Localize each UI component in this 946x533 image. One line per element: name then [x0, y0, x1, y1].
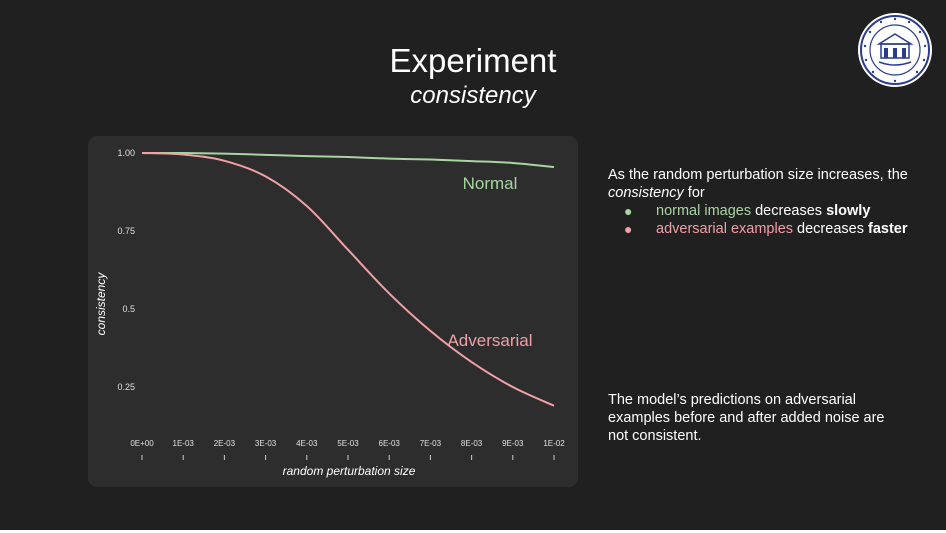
bullet-normal-bold: slowly	[826, 203, 871, 219]
bullet-adversarial-bold: faster	[867, 221, 908, 237]
notes-intro-em: consistency	[608, 185, 684, 201]
bullet-adversarial-rest: decreases	[793, 221, 868, 237]
x-tick-label: 3E-03	[255, 439, 277, 448]
x-tick-label: 9E-03	[502, 439, 524, 448]
slide-title: Experiment	[389, 42, 557, 79]
y-tick-label: 0.25	[117, 382, 135, 392]
series-line-normal	[141, 151, 555, 169]
x-tick-label: 7E-03	[420, 439, 442, 448]
bullet-normal-rest: decreases	[751, 203, 827, 219]
bullet-normal-colored: normal images	[656, 203, 752, 219]
slide-subtitle: consistency	[410, 82, 536, 109]
notes-intro-end: for	[683, 185, 705, 201]
bullet-adversarial-colored: adversarial examples	[656, 221, 794, 237]
x-tick-label: 4E-03	[296, 439, 318, 448]
conclusion-text: The model’s predictions on adversarial e…	[608, 392, 885, 444]
x-tick-label: 1E-03	[173, 439, 195, 448]
x-tick-label: 2E-03	[214, 439, 236, 448]
x-tick-label: 8E-03	[461, 439, 483, 448]
bottom-divider	[0, 530, 946, 533]
series-label-normal: Normal	[463, 174, 518, 193]
y-tick-label: 0.75	[117, 226, 135, 236]
chart-panel: 1.00 0.75 0.5 0.25 0E+00 1E-03 2E-03 3E-03 4E-0…	[88, 136, 578, 487]
y-tick-label: 0.5	[122, 304, 135, 314]
bullet-normal: ● normal images decreases slowly	[608, 202, 908, 220]
consistency-line-chart: 1.00 0.75 0.5 0.25 0E+00 1E-03 2E-03 3E-03 4E-0…	[94, 148, 565, 478]
series-line-adversarial	[141, 152, 555, 407]
notes-bullet-list: ● normal images decreases slowly ● adver…	[608, 202, 908, 238]
y-tick-label: 1.00	[117, 148, 135, 158]
bullet-adversarial: ● adversarial examples decreases faster	[608, 220, 908, 238]
x-tick-label: 5E-03	[337, 439, 359, 448]
notes-intro: As the random perturbation size increase…	[608, 166, 908, 202]
bullet-dot-icon: ●	[624, 221, 633, 237]
series-label-adversarial: Adversarial	[447, 331, 532, 350]
x-tick-label: 1E-02	[543, 439, 565, 448]
x-axis-label: random perturbation size	[283, 464, 416, 478]
notes-intro-start: As the random perturbation size increase…	[608, 167, 908, 183]
x-tick-label: 0E+00	[130, 439, 154, 448]
bullet-dot-icon: ●	[624, 203, 633, 219]
notes-block: As the random perturbation size increase…	[608, 166, 908, 238]
x-tick-label: 6E-03	[379, 439, 401, 448]
university-seal-icon	[858, 13, 932, 87]
y-axis-label: consistency	[94, 272, 108, 336]
